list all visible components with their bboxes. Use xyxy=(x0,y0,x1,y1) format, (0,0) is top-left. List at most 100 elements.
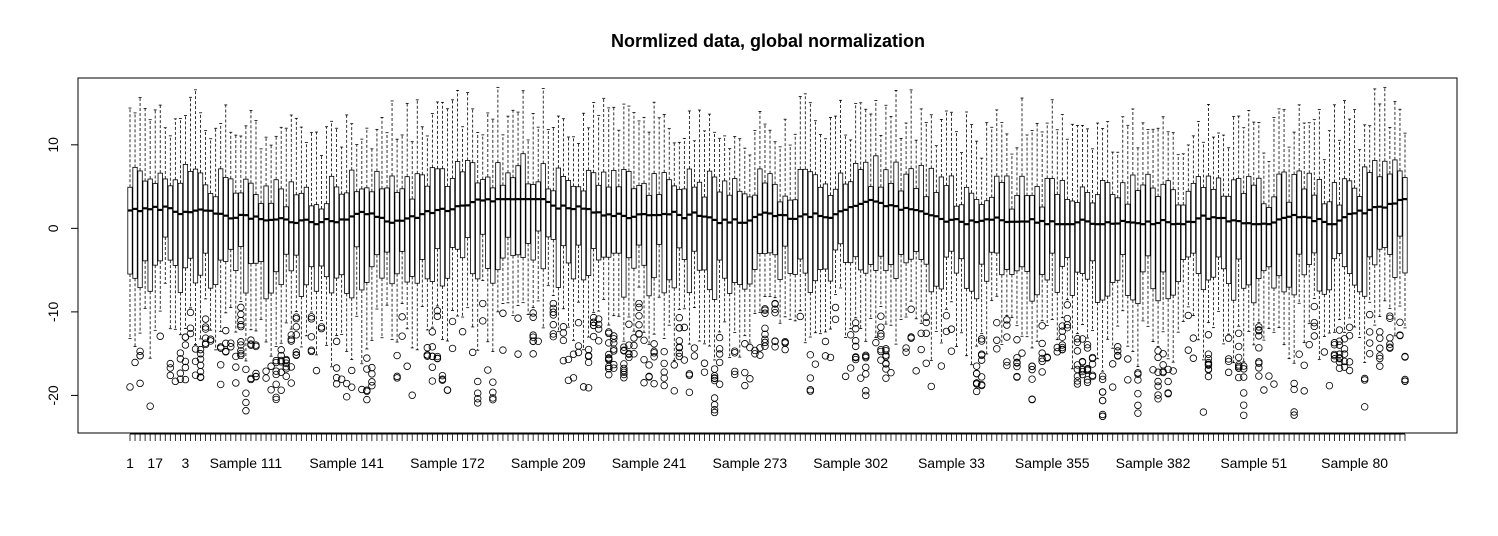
outlier-point xyxy=(196,373,205,382)
box-198 xyxy=(1120,116,1126,312)
outlier-point xyxy=(287,335,295,343)
box-body xyxy=(701,196,708,271)
outlier-point xyxy=(1114,351,1122,360)
box-244 xyxy=(1352,109,1358,328)
outlier-point xyxy=(1184,311,1193,320)
box-172 xyxy=(989,126,995,302)
box-body xyxy=(354,191,360,248)
outlier-point xyxy=(262,367,270,375)
box-31 xyxy=(277,126,285,394)
box-223 xyxy=(1246,110,1252,332)
outlier-point xyxy=(610,347,618,355)
box-187 xyxy=(1063,138,1072,332)
outlier-point xyxy=(862,387,870,395)
box-body xyxy=(691,186,698,252)
box-body xyxy=(1160,183,1166,273)
outlier-point xyxy=(574,342,583,350)
outlier-point xyxy=(882,365,890,373)
outlier-point xyxy=(227,343,235,351)
box-body xyxy=(293,194,299,256)
box-153 xyxy=(893,90,899,345)
box-200 xyxy=(1130,108,1136,352)
box-body xyxy=(162,178,168,238)
outlier-point xyxy=(1043,354,1051,362)
box-195 xyxy=(1105,121,1111,340)
box-15 xyxy=(196,112,205,382)
outlier-point xyxy=(272,356,280,365)
box-body xyxy=(172,179,178,266)
outlier-point xyxy=(977,350,986,358)
outlier-point xyxy=(1073,338,1082,346)
outlier-point xyxy=(710,394,719,402)
outlier-point xyxy=(710,401,719,409)
box-body xyxy=(334,186,340,279)
box-body xyxy=(1321,203,1327,295)
outlier-point xyxy=(862,391,870,400)
box-body xyxy=(223,177,229,262)
outlier-point xyxy=(191,357,200,366)
box-body xyxy=(863,161,869,274)
outlier-point xyxy=(1330,339,1339,347)
outlier-point xyxy=(559,329,568,337)
box-body xyxy=(1256,177,1262,279)
box-61 xyxy=(428,113,437,385)
outlier-point xyxy=(277,386,285,394)
outlier-point xyxy=(1345,331,1354,340)
box-219 xyxy=(1224,147,1233,377)
outlier-point xyxy=(317,323,326,331)
box-95 xyxy=(601,97,607,300)
outlier-point xyxy=(1255,372,1263,380)
outlier-point xyxy=(1396,331,1404,340)
outlier-point xyxy=(166,359,175,368)
box-120 xyxy=(727,148,733,359)
outlier-point xyxy=(1038,354,1046,363)
outlier-point xyxy=(605,350,613,359)
box-27 xyxy=(258,148,264,320)
box-252 xyxy=(1392,100,1398,337)
outlier-point xyxy=(529,350,537,358)
outlier-point xyxy=(1360,374,1369,383)
box-body xyxy=(394,192,400,275)
box-body xyxy=(1392,159,1398,278)
box-105 xyxy=(650,101,658,388)
box-body xyxy=(1210,188,1217,278)
outlier-point xyxy=(741,381,749,390)
outlier-point xyxy=(1073,365,1082,374)
box-215 xyxy=(1204,103,1213,381)
box-body xyxy=(686,168,692,294)
x-tick-label: Sample 355 xyxy=(1015,455,1090,471)
box-body xyxy=(812,174,818,282)
box-141 xyxy=(831,115,840,323)
outlier-point xyxy=(862,351,870,360)
outlier-point xyxy=(438,371,447,380)
box-body xyxy=(233,192,239,272)
box-138 xyxy=(817,134,824,335)
outlier-point xyxy=(605,339,613,347)
outlier-point xyxy=(433,352,442,361)
outlier-point xyxy=(1073,380,1082,388)
box-body xyxy=(893,161,899,279)
box-body xyxy=(616,186,622,254)
outlier-point xyxy=(217,380,225,389)
outlier-point xyxy=(761,324,769,333)
outlier-point xyxy=(1078,366,1087,374)
box-117 xyxy=(710,131,719,417)
outlier-point xyxy=(217,361,225,369)
outlier-point xyxy=(1345,323,1354,332)
box-body xyxy=(550,190,556,240)
outlier-point xyxy=(247,341,255,349)
box-86 xyxy=(555,115,561,333)
outlier-point xyxy=(1038,322,1046,330)
outlier-point xyxy=(242,389,250,397)
box-110 xyxy=(675,141,684,361)
outlier-point xyxy=(731,349,739,357)
outlier-point xyxy=(1058,327,1067,335)
box-body xyxy=(565,180,572,264)
box-body xyxy=(1372,160,1378,266)
outlier-point xyxy=(1335,337,1344,345)
outlier-point xyxy=(1255,364,1263,372)
box-body xyxy=(1281,171,1287,293)
outlier-point xyxy=(1240,373,1248,381)
box-body xyxy=(762,182,768,255)
outlier-point xyxy=(272,393,280,402)
